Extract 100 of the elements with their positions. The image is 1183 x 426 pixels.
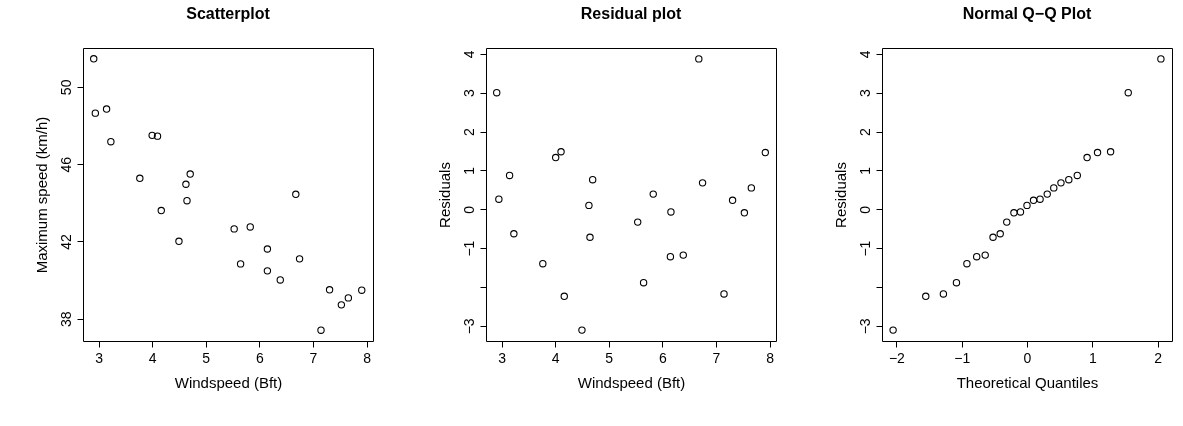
x-tick-label: 6 — [255, 349, 264, 366]
point — [952, 279, 961, 287]
x-tick-label: −2 — [888, 349, 906, 366]
y-axis-title: Residuals — [831, 162, 849, 228]
point — [153, 132, 162, 140]
y-tick-label: 4 — [460, 50, 477, 59]
point — [148, 131, 156, 140]
y-tick-label: −3 — [460, 318, 477, 335]
point — [1124, 88, 1132, 97]
y-tick-label: 0 — [856, 205, 873, 214]
x-tick-label: 8 — [766, 349, 775, 366]
chart-title: Residual plot — [580, 5, 682, 22]
y-tick-label: 42 — [57, 233, 74, 250]
point — [236, 260, 245, 268]
point — [1016, 208, 1025, 216]
point — [183, 196, 191, 205]
point — [981, 251, 989, 259]
x-tick-label: 5 — [202, 349, 211, 366]
x-axis-title: Theoretical Quantiles — [956, 373, 1099, 391]
point — [1029, 196, 1038, 205]
x-axis-title: Windspeed (Bft) — [577, 373, 686, 391]
x-tick-label: 7 — [309, 349, 318, 366]
point — [505, 171, 514, 180]
point — [973, 252, 981, 261]
x-tick-label: 3 — [498, 349, 507, 366]
point — [1050, 184, 1058, 192]
point — [1003, 218, 1011, 226]
y-tick-label: 3 — [856, 89, 873, 98]
x-tick-label: 1 — [1088, 349, 1097, 366]
point — [1043, 190, 1051, 198]
y-tick-label: 38 — [57, 311, 74, 328]
x-axis-title: Windspeed (Bft) — [174, 373, 283, 391]
point — [337, 301, 346, 309]
point — [666, 252, 675, 261]
point — [1036, 195, 1044, 203]
point — [633, 218, 642, 226]
point — [263, 245, 272, 253]
point — [639, 279, 648, 287]
x-tick-label: 2 — [1154, 349, 1163, 366]
x-tick-label: 0 — [1023, 349, 1032, 366]
y-axis-title: Residuals — [435, 162, 453, 228]
point — [1083, 153, 1091, 162]
x-tick-label: 5 — [605, 349, 614, 366]
point — [182, 180, 190, 188]
point — [1106, 148, 1115, 156]
point — [761, 148, 769, 157]
point — [551, 153, 560, 162]
y-axis-title: Maximum speed (km/h) — [32, 116, 50, 274]
point — [295, 255, 304, 263]
point — [695, 55, 703, 63]
point — [186, 170, 194, 178]
y-tick-label: 3 — [460, 89, 477, 98]
point — [578, 326, 586, 334]
y-tick-label: 50 — [57, 79, 74, 96]
point — [292, 190, 300, 199]
point — [358, 286, 366, 294]
y-tick-label: 2 — [856, 127, 873, 136]
point — [1010, 209, 1018, 217]
point — [157, 206, 165, 215]
point — [996, 230, 1004, 238]
point — [939, 290, 948, 298]
point — [1157, 55, 1165, 63]
point — [585, 201, 593, 210]
y-tick-label: 46 — [57, 156, 74, 173]
point — [102, 105, 111, 113]
point — [667, 208, 675, 216]
chart-title: Scatterplot — [186, 5, 271, 22]
point — [1093, 148, 1102, 157]
point — [922, 292, 930, 301]
y-tick-label: −3 — [856, 318, 873, 335]
y-tick-label: 4 — [856, 50, 873, 59]
point — [747, 184, 756, 192]
x-tick-label: 4 — [551, 349, 560, 366]
point — [989, 233, 997, 241]
x-tick-label: 8 — [363, 349, 372, 366]
point — [495, 195, 503, 203]
y-tick-label: 1 — [856, 166, 873, 175]
point — [679, 251, 687, 259]
point — [263, 267, 272, 275]
point — [175, 237, 183, 245]
point — [325, 286, 334, 294]
y-tick-label: −1 — [856, 240, 873, 257]
point — [1023, 201, 1031, 210]
point — [740, 209, 749, 217]
point — [1073, 171, 1081, 180]
y-tick-label: 1 — [460, 166, 477, 175]
y-tick-label: 0 — [460, 205, 477, 214]
point — [276, 276, 284, 284]
point — [1057, 179, 1065, 187]
point — [539, 259, 547, 268]
x-tick-label: 3 — [95, 349, 104, 366]
point — [728, 196, 737, 205]
point — [230, 225, 238, 233]
point — [493, 88, 501, 97]
point — [698, 179, 707, 187]
x-tick-label: −1 — [954, 349, 971, 366]
y-tick-label: −1 — [460, 240, 477, 257]
x-tick-label: 7 — [712, 349, 721, 366]
point — [586, 233, 594, 241]
point — [107, 138, 115, 146]
